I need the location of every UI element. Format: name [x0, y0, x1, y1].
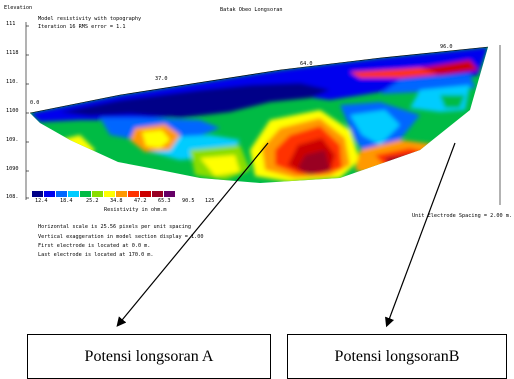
- y-tick-label: 109.: [6, 137, 19, 143]
- color-scale: [32, 191, 175, 197]
- note-line: Horizontal scale is 25.56 pixels per uni…: [38, 224, 192, 230]
- scale-title: Resistivity in ohm.m: [104, 207, 167, 213]
- note-line: First electrode is located at 0.0 m.: [38, 243, 151, 249]
- callout-potensi-a: Potensi longsoran A: [27, 334, 271, 379]
- callout-potensi-b: Potensi longsoranB: [287, 334, 507, 379]
- y-ticks: [26, 25, 29, 199]
- scale-value: 34.8: [110, 198, 123, 204]
- scale-swatch: [56, 191, 67, 197]
- scale-swatch: [44, 191, 55, 197]
- scale-value: 65.3: [158, 198, 171, 204]
- y-axis-title: Elevation: [4, 5, 33, 11]
- scale-swatch: [140, 191, 151, 197]
- scale-value: 12.4: [35, 198, 48, 204]
- scale-value: 125: [205, 198, 215, 204]
- survey-title: Batak Obeo Longsoran: [220, 7, 283, 13]
- note-line: Last electrode is located at 170.0 m.: [38, 252, 154, 258]
- y-tick-label: 111: [6, 21, 16, 27]
- y-tick-label: 1100: [6, 108, 19, 114]
- scale-value: 25.2: [86, 198, 99, 204]
- surface-label: 96.0: [440, 44, 453, 50]
- arrow-potensi-a: [116, 142, 269, 327]
- surface-label: 0.0: [30, 100, 40, 106]
- scale-swatch: [116, 191, 127, 197]
- scale-swatch: [128, 191, 139, 197]
- scale-swatch: [104, 191, 115, 197]
- y-tick-label: 1118: [6, 50, 19, 56]
- model-title-2: Iteration 16 RMS error = 1.1: [38, 24, 126, 30]
- note-line: Vertical exaggeration in model section d…: [38, 234, 204, 240]
- model-title-1: Model resistivity with topography: [38, 16, 142, 22]
- scale-swatch: [92, 191, 103, 197]
- scale-swatch: [80, 191, 91, 197]
- surface-label: 64.0: [300, 61, 313, 67]
- section-fill: [30, 47, 488, 183]
- arrow-potensi-b: [385, 142, 456, 328]
- surface-label: 37.0: [155, 76, 168, 82]
- y-tick-label: 108.: [6, 194, 19, 200]
- scale-value: 47.2: [134, 198, 147, 204]
- scale-swatch: [68, 191, 79, 197]
- scale-swatch: [164, 191, 175, 197]
- callout-potensi-a-label: Potensi longsoran A: [84, 347, 214, 365]
- y-tick-label: 1090: [6, 166, 19, 172]
- scale-swatch: [152, 191, 163, 197]
- callout-potensi-b-label: Potensi longsoranB: [334, 347, 460, 365]
- topography-line: [29, 46, 489, 114]
- electrode-spacing: Unit Electrode Spacing = 2.00 m.: [412, 213, 512, 219]
- scale-swatch: [32, 191, 43, 197]
- scale-value: 90.5: [182, 198, 195, 204]
- scale-value: 18.4: [60, 198, 73, 204]
- y-tick-label: 110.: [6, 79, 19, 85]
